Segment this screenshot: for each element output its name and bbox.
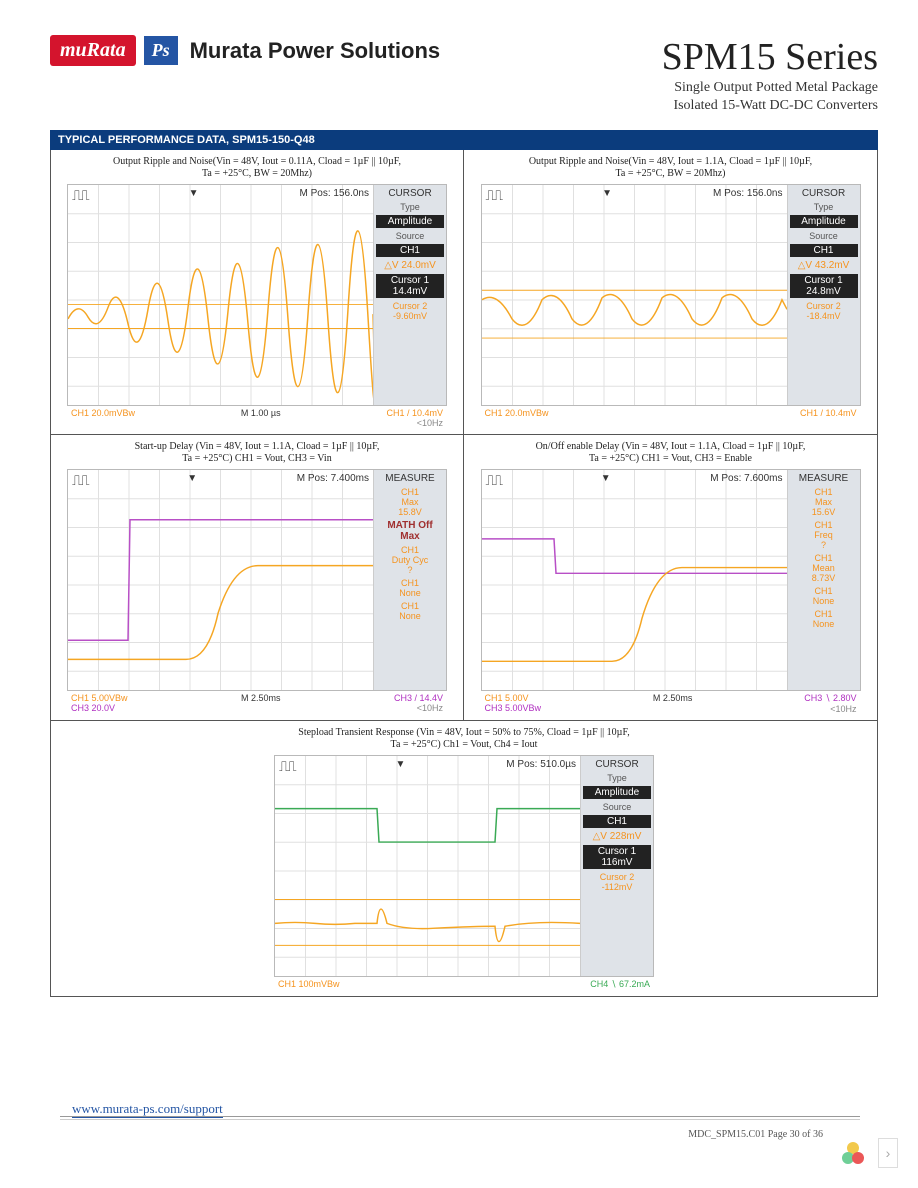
scope-readout: Amplitude: [376, 215, 444, 228]
scope-plot: ⎍⎍ ▼ M Pos: 156.0ns: [68, 185, 373, 405]
scope-footer: CH1 5.00VCH3 5.00VBw M 2.50ms CH3 ∖ 2.80…: [481, 691, 861, 716]
page-number: MDC_SPM15.C01 Page 30 of 36: [688, 1129, 823, 1140]
next-page-button[interactable]: ›: [878, 1138, 898, 1168]
footer-right: CH3 / 14.4V<10Hz: [394, 693, 443, 713]
chart-caption: Output Ripple and Noise(Vin = 48V, Iout …: [113, 156, 401, 180]
scope-readout: CH1 Mean 8.73V: [790, 553, 858, 583]
scope-footer: CH1 5.00VBwCH3 20.0V M 2.50ms CH3 / 14.4…: [67, 691, 447, 715]
scope-readout: Amplitude: [790, 215, 858, 228]
logo-group: muRata Ps Murata Power Solutions: [50, 35, 440, 66]
scope-plot: ⎍⎍ ▼ M Pos: 510.0µs: [275, 756, 580, 976]
scope-readout: CH1: [790, 244, 858, 257]
ps-logo: Ps: [144, 36, 178, 65]
footer-right: CH4 ∖ 67.2mA: [590, 979, 650, 990]
scope-readout: Cursor 2 -112mV: [583, 872, 651, 892]
chart-caption: Start-up Delay (Vin = 48V, Iout = 1.1A, …: [135, 441, 380, 465]
scope-readout: Source: [376, 231, 444, 241]
header-right: SPM15 Series Single Output Potted Metal …: [662, 35, 878, 115]
scope-readout: CH1: [376, 244, 444, 257]
scope-readout: CH1: [583, 815, 651, 828]
section-bar: TYPICAL PERFORMANCE DATA, SPM15-150-Q48: [50, 130, 878, 150]
scope-readout: Type: [790, 202, 858, 212]
chart-grid: Output Ripple and Noise(Vin = 48V, Iout …: [50, 150, 878, 997]
footer-right: CH1 / 10.4mV<10Hz: [386, 408, 443, 428]
chart-cell-4: Stepload Transient Response (Vin = 48V, …: [51, 721, 877, 996]
scope-plot: ⎍⎍ ▼ M Pos: 156.0ns: [482, 185, 787, 405]
scope-readout: △V 228mV: [583, 831, 651, 842]
footer-left: CH1 5.00VBwCH3 20.0V: [71, 693, 128, 713]
scope-readout: CH1 Max 15.6V: [790, 487, 858, 517]
scope-readout: Cursor 1 14.4mV: [376, 274, 444, 298]
chart-caption: Stepload Transient Response (Vin = 48V, …: [298, 727, 629, 751]
scope-mode: CURSOR: [790, 188, 858, 199]
scope-readout: CH1 Max 15.8V: [376, 487, 444, 517]
oscilloscope-view: ⎍⎍ ▼ M Pos: 156.0ns CURSOR Type Amplitude…: [481, 184, 861, 406]
oscilloscope-view: ⎍⎍ ▼ M Pos: 7.600ms MEASURE CH1 Max 15.6…: [481, 469, 861, 691]
series-title: SPM15 Series: [662, 35, 878, 79]
scope-sidebar: CURSOR Type Amplitude Source CH1 △V 228mV Cur…: [580, 756, 653, 976]
scope-mode: CURSOR: [583, 759, 651, 770]
brand-text: Murata Power Solutions: [190, 38, 441, 64]
page-header: muRata Ps Murata Power Solutions SPM15 S…: [50, 35, 878, 115]
series-sub2: Isolated 15-Watt DC-DC Converters: [662, 97, 878, 115]
scope-plot: ⎍⎍ ▼ M Pos: 7.400ms: [68, 470, 373, 690]
chart-caption: Output Ripple and Noise(Vin = 48V, Iout …: [529, 156, 812, 180]
scope-readout: △V 24.0mV: [376, 260, 444, 271]
footer-left: CH1 5.00VCH3 5.00VBw: [485, 693, 542, 714]
scope-footer: CH1 100mVBw CH4 ∖ 67.2mA: [274, 977, 654, 992]
scope-readout: Cursor 1 116mV: [583, 845, 651, 869]
scope-readout: CH1 None: [790, 586, 858, 606]
oscilloscope-view: ⎍⎍ ▼ M Pos: 510.0µs CURSOR Type Amplitude…: [274, 755, 654, 977]
footer-left: CH1 20.0mVBw: [485, 408, 549, 418]
scope-readout: CH1 None: [376, 578, 444, 598]
scope-readout: Type: [376, 202, 444, 212]
scope-readout: Amplitude: [583, 786, 651, 799]
scope-readout: Type: [583, 773, 651, 783]
footer-mid: M 2.50ms: [653, 693, 693, 714]
scope-footer: CH1 20.0mVBw CH1 / 10.4mV: [481, 406, 861, 420]
chart-caption: On/Off enable Delay (Vin = 48V, Iout = 1…: [536, 441, 806, 465]
scope-mode: MEASURE: [376, 473, 444, 484]
scope-readout: Source: [790, 231, 858, 241]
scope-plot: ⎍⎍ ▼ M Pos: 7.600ms: [482, 470, 787, 690]
scope-readout: Source: [583, 802, 651, 812]
chart-cell-2: Start-up Delay (Vin = 48V, Iout = 1.1A, …: [51, 435, 464, 721]
footer-left: CH1 100mVBw: [278, 979, 340, 990]
footer-mid: M 2.50ms: [241, 693, 281, 713]
footer-right: CH3 ∖ 2.80V<10Hz: [804, 693, 856, 714]
oscilloscope-view: ⎍⎍ ▼ M Pos: 156.0ns CURSOR Type Amplitude…: [67, 184, 447, 406]
footer-left: CH1 20.0mVBw: [71, 408, 135, 428]
scope-readout: Cursor 2 -18.4mV: [790, 301, 858, 321]
scope-readout: CH1 None: [376, 601, 444, 621]
scope-readout: CH1 Freq ?: [790, 520, 858, 550]
scope-mode: CURSOR: [376, 188, 444, 199]
scope-readout: CH1 Duty Cyc ?: [376, 545, 444, 575]
support-link[interactable]: www.murata-ps.com/support: [72, 1101, 223, 1118]
petal-icon: [838, 1138, 868, 1168]
footer-mid: M 1.00 µs: [241, 408, 281, 428]
scope-readout: △V 43.2mV: [790, 260, 858, 271]
chart-cell-0: Output Ripple and Noise(Vin = 48V, Iout …: [51, 150, 464, 435]
corner-widgets: ›: [838, 1138, 898, 1168]
scope-sidebar: MEASURE CH1 Max 15.8V MATH Off Max CH1 Dut…: [373, 470, 446, 690]
scope-mode: MEASURE: [790, 473, 858, 484]
scope-footer: CH1 20.0mVBw M 1.00 µs CH1 / 10.4mV<10Hz: [67, 406, 447, 430]
chart-cell-1: Output Ripple and Noise(Vin = 48V, Iout …: [464, 150, 877, 435]
scope-sidebar: CURSOR Type Amplitude Source CH1 △V 24.0mV Cu…: [373, 185, 446, 405]
series-sub1: Single Output Potted Metal Package: [662, 79, 878, 97]
scope-readout: Cursor 1 24.8mV: [790, 274, 858, 298]
scope-sidebar: MEASURE CH1 Max 15.6VCH1 Freq ?CH1 Mean …: [787, 470, 860, 690]
scope-readout: Cursor 2 -9.60mV: [376, 301, 444, 321]
scope-readout: CH1 None: [790, 609, 858, 629]
chart-cell-3: On/Off enable Delay (Vin = 48V, Iout = 1…: [464, 435, 877, 721]
footer-right: CH1 / 10.4mV: [800, 408, 857, 418]
scope-readout: MATH Off Max: [376, 520, 444, 542]
scope-sidebar: CURSOR Type Amplitude Source CH1 △V 43.2mV Cu…: [787, 185, 860, 405]
oscilloscope-view: ⎍⎍ ▼ M Pos: 7.400ms MEASURE CH1 Max 15.8…: [67, 469, 447, 691]
murata-logo: muRata: [50, 35, 136, 66]
